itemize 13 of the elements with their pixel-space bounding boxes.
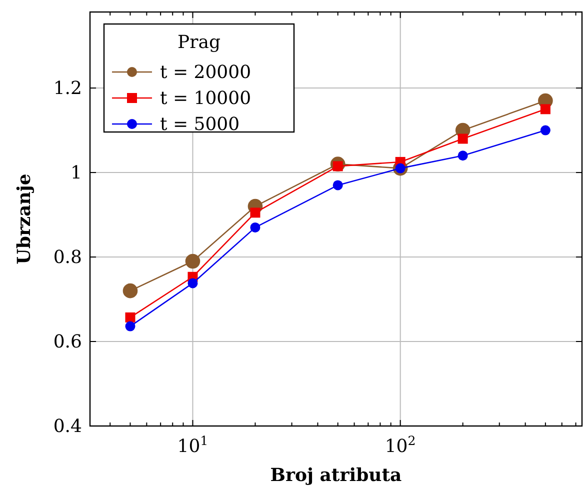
y-tick-label: 1 [70, 162, 82, 184]
legend-label: t = 20000 [160, 62, 252, 83]
y-tick-label: 0.4 [53, 416, 82, 437]
y-tick-label: 0.6 [53, 332, 82, 353]
y-tick-label: 1.2 [53, 78, 82, 100]
x-tick-label: 10$^{1}$ [177, 432, 208, 457]
legend-label: t = 10000 [160, 88, 252, 109]
y-axis-title: Ubrzanje [14, 174, 35, 264]
y-tick-label: 0.8 [53, 247, 82, 268]
x-tick-label: 10$^{2}$ [384, 432, 416, 457]
x-axis-title: Broj atributa [270, 465, 402, 486]
legend-title: Prag [178, 32, 220, 53]
legend-label: t = 5000 [160, 114, 240, 135]
